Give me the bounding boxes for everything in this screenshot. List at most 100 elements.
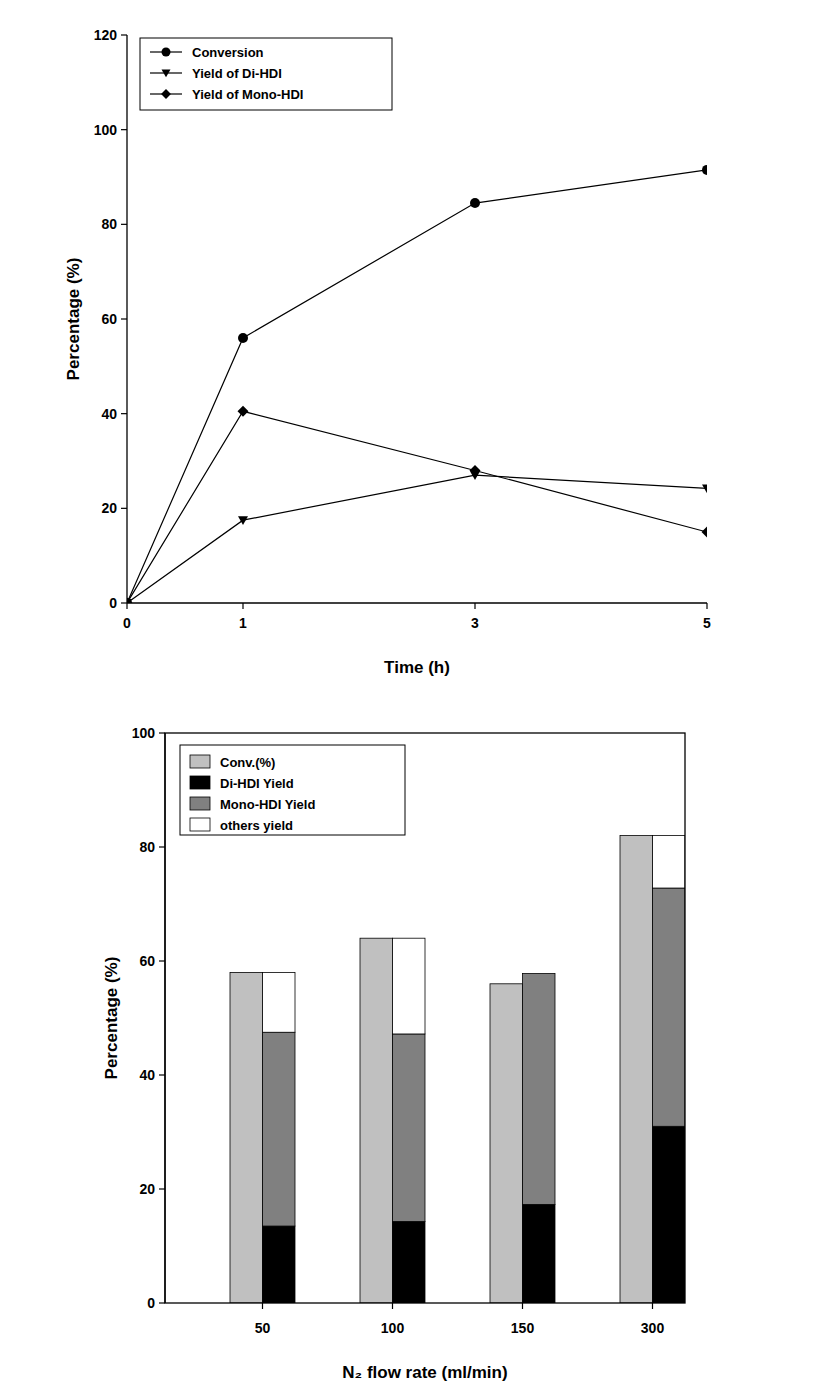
- bar: [360, 938, 393, 1303]
- bar: [620, 836, 653, 1303]
- x-tick: [126, 603, 127, 609]
- y-tick-label: 0: [109, 595, 117, 611]
- legend-swatch: [190, 797, 210, 810]
- y-tick-label: 120: [94, 27, 118, 43]
- x-axis-label: Time (h): [384, 658, 450, 677]
- point: [702, 527, 708, 538]
- y-tick-label: 100: [132, 725, 156, 741]
- bar: [393, 1221, 426, 1303]
- y-tick: [121, 34, 127, 35]
- legend-box: [180, 745, 405, 835]
- y-tick-label: 100: [94, 122, 118, 138]
- chart: 0 20 40 60 80 100 120 Percentage (%) 0 1 3 5 Time (h…: [64, 27, 713, 677]
- point: [238, 516, 248, 525]
- y-tick-label: 60: [101, 311, 117, 327]
- x-tick-label: 300: [641, 1320, 665, 1336]
- legend: Conversion Yield of Di-HDI Yield of Mono-H…: [140, 38, 392, 110]
- legend-marker: [162, 69, 171, 77]
- x-tick-label: 100: [381, 1320, 405, 1336]
- x-tick: [652, 1303, 653, 1309]
- y-tick-label: 40: [101, 406, 117, 422]
- y-tick: [159, 960, 165, 961]
- legend-label: Conv.(%): [220, 755, 275, 770]
- x-tick: [262, 1303, 263, 1309]
- legend-box: [140, 38, 392, 110]
- y-tick-label: 20: [139, 1181, 155, 1197]
- y-tick: [121, 318, 127, 319]
- x-tick-label: 5: [703, 615, 711, 631]
- x-tick-label: 3: [471, 615, 479, 631]
- legend-swatch: [190, 818, 210, 831]
- x-tick-label: 50: [255, 1320, 271, 1336]
- y-tick: [121, 602, 127, 603]
- y-tick: [159, 1188, 165, 1189]
- plot-frame: [165, 733, 685, 1303]
- x-tick: [706, 603, 707, 609]
- x-axis-label: N₂ flow rate (ml/min): [342, 1363, 507, 1382]
- bar: [523, 1204, 556, 1303]
- point: [238, 333, 248, 343]
- x-tick: [522, 1303, 523, 1309]
- legend-marker: [161, 89, 171, 99]
- legend: Conv.(%) Di-HDI Yield Mono-HDI Yield others…: [180, 745, 405, 835]
- y-tick: [121, 129, 127, 130]
- y-tick: [159, 732, 165, 733]
- point: [470, 465, 481, 476]
- bar: [393, 938, 426, 1034]
- y-axis-label: Percentage (%): [102, 957, 121, 1080]
- x-axis-line: [127, 602, 707, 603]
- legend-label: Yield of Di-HDI: [192, 66, 282, 81]
- legend-swatch: [190, 755, 210, 768]
- figure: 0 20 40 60 80 100 120 Percentage (%) 0 1 3 5 Time (h…: [0, 0, 838, 1397]
- bar: [230, 972, 263, 1303]
- bar: [263, 1226, 296, 1303]
- bar: [653, 1126, 686, 1303]
- x-tick-label: 0: [123, 615, 131, 631]
- y-tick-label: 80: [139, 839, 155, 855]
- legend-marker: [162, 48, 171, 57]
- plot-data: [127, 165, 707, 603]
- y-tick: [121, 413, 127, 414]
- y-tick-label: 20: [101, 500, 117, 516]
- bar: [263, 972, 296, 1032]
- legend-swatch: [190, 776, 210, 789]
- bar: [653, 836, 686, 888]
- x-tick: [474, 603, 475, 609]
- point: [238, 406, 249, 417]
- series-line: [127, 170, 707, 603]
- bar: [393, 1034, 426, 1222]
- legend-label: Mono-HDI Yield: [220, 797, 315, 812]
- y-tick: [159, 1302, 165, 1303]
- legend-label: Yield of Mono-HDI: [192, 87, 303, 102]
- point: [470, 198, 480, 208]
- point: [702, 165, 707, 175]
- bar: [263, 1032, 296, 1226]
- x-tick: [242, 603, 243, 609]
- legend-label: Di-HDI Yield: [220, 776, 294, 791]
- legend-label: others yield: [220, 818, 293, 833]
- chart: 0 20 40 60 80 100 Percentage (%) 50 100 150 300 N₂ …: [102, 725, 685, 1382]
- legend-label: Conversion: [192, 45, 264, 60]
- y-axis-line: [164, 733, 165, 1303]
- bar: [490, 984, 523, 1303]
- point: [702, 484, 707, 493]
- series-line: [127, 475, 707, 603]
- y-tick-label: 40: [139, 1067, 155, 1083]
- series-line: [127, 411, 707, 603]
- plot-data: [230, 836, 685, 1303]
- y-tick: [121, 224, 127, 225]
- y-tick-label: 80: [101, 216, 117, 232]
- y-tick: [159, 846, 165, 847]
- y-tick: [121, 508, 127, 509]
- x-tick-label: 1: [239, 615, 247, 631]
- bar: [523, 974, 556, 1205]
- y-axis-label: Percentage (%): [64, 258, 83, 381]
- y-tick-label: 60: [139, 953, 155, 969]
- bar: [653, 888, 686, 1126]
- bar: [523, 973, 556, 974]
- point: [127, 598, 133, 604]
- y-tick-label: 0: [147, 1295, 155, 1311]
- x-tick: [392, 1303, 393, 1309]
- x-tick-label: 150: [511, 1320, 535, 1336]
- y-tick: [159, 1074, 165, 1075]
